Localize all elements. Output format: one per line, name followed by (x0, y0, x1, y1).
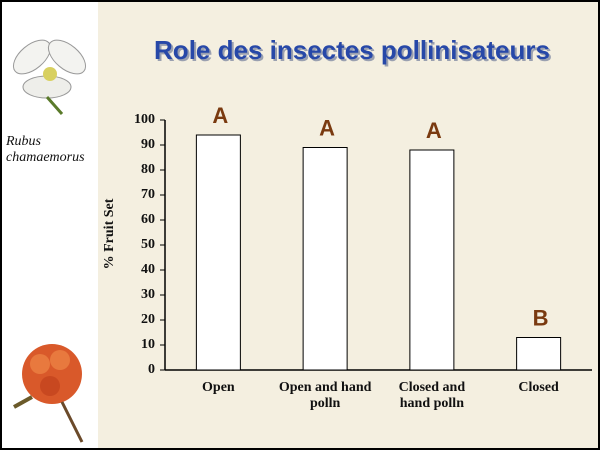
y-tick-label: 40 (141, 262, 155, 277)
flower-icon (12, 39, 87, 115)
significance-letter: A (319, 115, 335, 140)
y-tick-label: 60 (141, 212, 155, 227)
y-tick-label: 0 (148, 362, 155, 377)
y-axis-label: % Fruit Set (102, 198, 117, 269)
significance-letter: B (533, 305, 549, 330)
significance-letter: A (212, 103, 228, 128)
y-tick-label: 70 (141, 187, 155, 202)
x-tick-label: Closed (518, 380, 559, 395)
x-tick-label: Open (202, 380, 235, 395)
y-tick-label: 10 (141, 337, 155, 352)
y-tick-label: 30 (141, 287, 155, 302)
y-tick-label: 90 (141, 137, 155, 152)
bar (516, 337, 562, 371)
y-tick-label: 100 (134, 112, 155, 127)
panel (98, 2, 598, 448)
species-label: Rubus chamaemorus (6, 134, 85, 165)
bar (195, 134, 241, 371)
y-tick-label: 80 (141, 162, 155, 177)
significance-letter: A (426, 118, 442, 143)
berry-icon (13, 344, 84, 443)
bar (302, 147, 348, 371)
x-tick-label: Open and hand polln (278, 380, 372, 411)
y-tick-label: 50 (141, 237, 155, 252)
chart-title: Role des insectes pollinisateurs (154, 35, 550, 65)
y-tick-label: 20 (141, 312, 155, 327)
title-shadow: Role des insectes pollinisateurs (156, 37, 552, 67)
bar (409, 149, 455, 371)
x-tick-label: Closed and hand polln (398, 380, 466, 411)
